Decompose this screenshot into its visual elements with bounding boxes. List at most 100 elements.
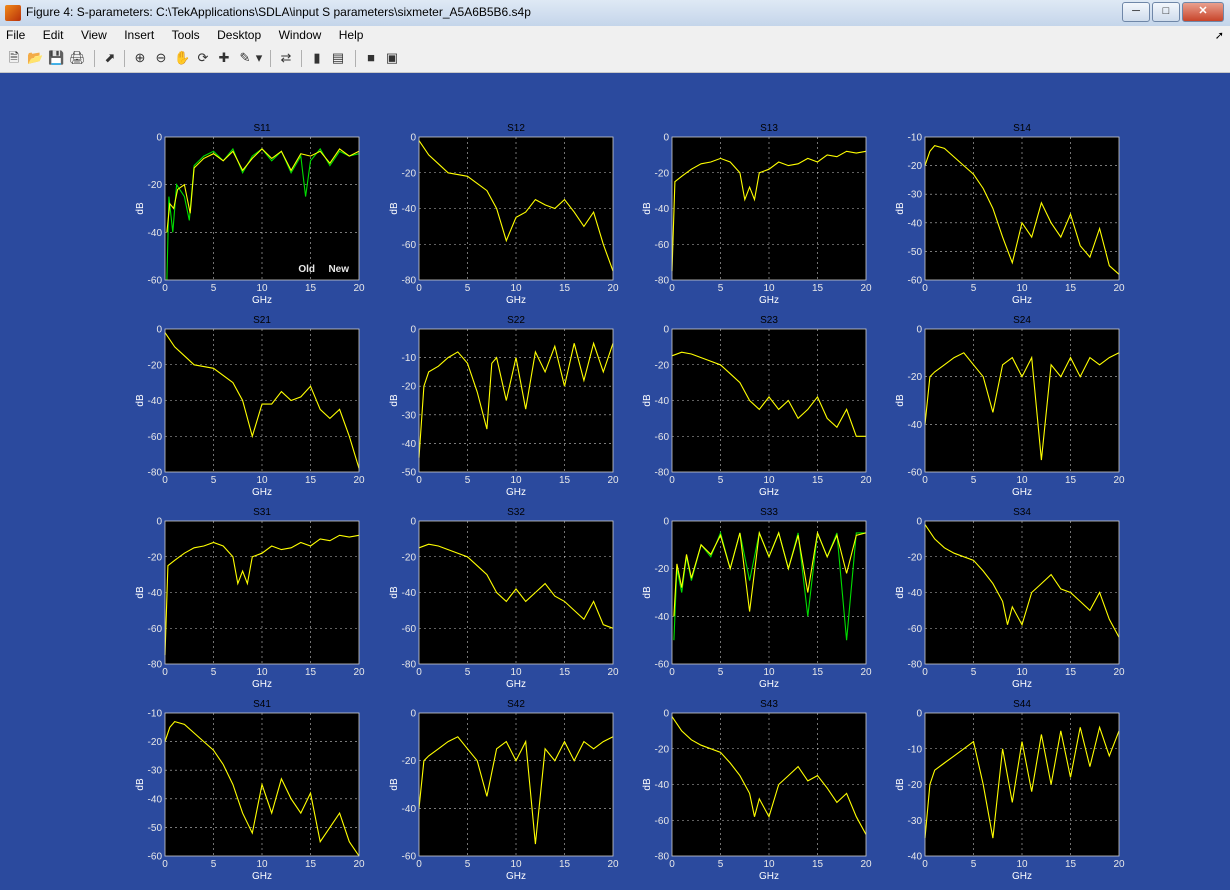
x-tick-label: 5 <box>465 667 471 678</box>
subplot-title: S12 <box>507 123 525 134</box>
legend-icon[interactable]: ▤ <box>331 50 345 65</box>
subplot-s12: S12 0 5 10 15 20 -80 -60 -40 -20 0 GHz dB <box>389 123 619 306</box>
subplot-title: S43 <box>760 699 778 710</box>
x-axis-label: GHz <box>759 295 779 306</box>
series-line-old <box>166 147 360 281</box>
x-tick-label: 10 <box>763 283 775 294</box>
x-tick-label: 20 <box>607 859 619 870</box>
brush-icon[interactable]: ✎ <box>239 50 251 65</box>
x-axis-label: GHz <box>759 487 779 498</box>
y-axis-label: dB <box>389 586 400 599</box>
x-tick-label: 15 <box>1065 475 1077 486</box>
subplot-title: S21 <box>253 315 271 326</box>
x-tick-label: 10 <box>256 283 268 294</box>
y-axis-label: dB <box>135 586 146 599</box>
pointer-icon[interactable]: ⬈ <box>104 50 116 65</box>
new-figure-icon[interactable]: 🗎 <box>8 50 20 65</box>
close-icon[interactable]: ✕ <box>1182 2 1224 22</box>
x-tick-label: 20 <box>1113 859 1125 870</box>
zoom-in-icon[interactable]: ⊕ <box>134 50 146 65</box>
subplot-title: S33 <box>760 507 778 518</box>
subplot-title: S32 <box>507 507 525 518</box>
menu-desktop[interactable]: Desktop <box>217 28 262 42</box>
x-tick-label: 10 <box>510 667 522 678</box>
series-line-new <box>164 332 360 469</box>
menu-file[interactable]: File <box>6 28 26 42</box>
y-tick-label: -60 <box>148 624 163 635</box>
x-axis-label: GHz <box>1012 679 1032 690</box>
data-cursor-icon[interactable]: ✚ <box>218 50 230 65</box>
menu-tools[interactable]: Tools <box>171 28 200 42</box>
open-icon[interactable]: 📂 <box>27 50 44 65</box>
x-tick-label: 5 <box>718 667 724 678</box>
save-icon[interactable]: 💾 <box>48 50 65 65</box>
maximize-icon[interactable]: □ <box>1152 2 1180 22</box>
legend-old: Old <box>298 264 315 275</box>
x-tick-label: 20 <box>1113 283 1125 294</box>
x-tick-label: 0 <box>669 475 675 486</box>
menu-window[interactable]: Window <box>278 28 322 42</box>
minimize-icon[interactable]: ─ <box>1122 2 1150 22</box>
x-tick-label: 15 <box>1065 859 1077 870</box>
rotate-icon[interactable]: ⟳ <box>197 50 209 65</box>
menu-view[interactable]: View <box>80 28 107 42</box>
print-icon[interactable]: 🖨 <box>69 50 86 65</box>
y-tick-label: 0 <box>410 517 416 528</box>
menu-edit[interactable]: Edit <box>42 28 64 42</box>
series-line-new <box>924 352 1120 461</box>
y-tick-label: -40 <box>148 588 163 599</box>
y-tick-label: -20 <box>655 744 670 755</box>
y-axis-label: dB <box>895 202 906 215</box>
y-tick-label: -40 <box>655 204 670 215</box>
y-tick-label: 0 <box>916 517 922 528</box>
y-tick-label: 0 <box>916 709 922 720</box>
x-tick-label: 10 <box>256 859 268 870</box>
x-tick-label: 20 <box>353 283 365 294</box>
y-tick-label: -40 <box>655 612 670 623</box>
series-line-new <box>671 351 866 437</box>
y-tick-label: -40 <box>908 218 923 229</box>
y-tick-label: -60 <box>148 276 163 287</box>
menu-insert[interactable]: Insert <box>124 28 155 42</box>
menu-dock-arrow-icon[interactable]: ➚ <box>1214 30 1224 42</box>
colorbar-icon[interactable]: ▮ <box>313 50 321 65</box>
x-axis-label: GHz <box>252 871 272 882</box>
toolbar-separator <box>270 50 271 67</box>
dropdown-arrow-icon[interactable]: ▾ <box>255 50 263 65</box>
menu-bar: File Edit View Insert Tools Desktop Wind… <box>0 26 1230 46</box>
y-axis-label: dB <box>642 202 653 215</box>
subplot-title: S23 <box>760 315 778 326</box>
pan-icon[interactable]: ✋ <box>174 50 191 65</box>
subplot-s22: S22 0 5 10 15 20 -50 -40 -30 -20 -10 0 GHz dB <box>389 315 619 498</box>
hide-plot-tools-icon[interactable]: ■ <box>367 50 375 65</box>
x-tick-label: 15 <box>559 475 571 486</box>
x-tick-label: 0 <box>922 667 928 678</box>
y-axis-label: dB <box>895 394 906 407</box>
menu-help[interactable]: Help <box>338 28 364 42</box>
subplot-s42: S42 0 5 10 15 20 -60 -40 -20 0 GHz dB <box>389 699 619 882</box>
y-tick-label: -60 <box>655 240 670 251</box>
y-tick-label: -80 <box>402 276 417 287</box>
x-axis-label: GHz <box>506 487 526 498</box>
y-tick-label: -60 <box>908 468 923 479</box>
series-line-new <box>418 736 614 845</box>
x-tick-label: 5 <box>465 859 471 870</box>
window-titlebar: Figure 4: S-parameters: C:\TekApplicatio… <box>0 0 1230 27</box>
y-axis-label: dB <box>135 778 146 791</box>
subplot-title: S31 <box>253 507 271 518</box>
series-line-new <box>671 716 867 835</box>
y-tick-label: -60 <box>148 852 163 863</box>
show-plot-tools-icon[interactable]: ▣ <box>385 50 399 65</box>
x-tick-label: 10 <box>763 667 775 678</box>
axes-box <box>418 328 614 473</box>
y-tick-label: -40 <box>908 588 923 599</box>
zoom-out-icon[interactable]: ⊖ <box>155 50 167 65</box>
y-tick-label: -80 <box>402 660 417 671</box>
series-line-new <box>164 534 360 656</box>
link-plot-icon[interactable]: ⇄ <box>280 50 292 65</box>
y-tick-label: -20 <box>148 360 163 371</box>
x-tick-label: 20 <box>353 859 365 870</box>
x-tick-label: 10 <box>763 859 775 870</box>
x-tick-label: 0 <box>162 475 168 486</box>
x-axis-label: GHz <box>506 871 526 882</box>
